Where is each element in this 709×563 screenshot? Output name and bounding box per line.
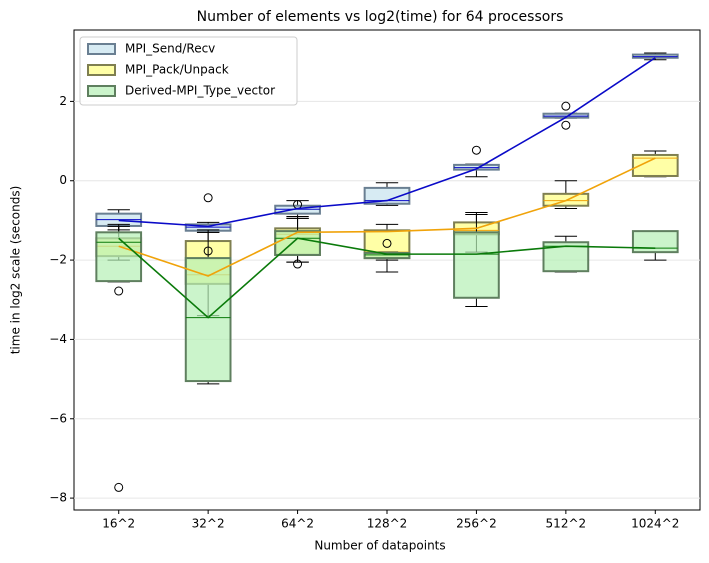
- x-tick-label: 16^2: [102, 517, 135, 531]
- x-tick-label: 64^2: [281, 517, 314, 531]
- legend-swatch: [87, 85, 116, 97]
- outlier: [293, 259, 303, 269]
- x-tick-label: 128^2: [367, 517, 408, 531]
- outlier: [471, 145, 481, 155]
- y-tick-label: 0: [59, 173, 67, 187]
- outlier: [561, 101, 571, 111]
- y-tick-label: −8: [49, 491, 67, 505]
- outlier: [382, 238, 392, 248]
- box: [184, 257, 232, 383]
- y-tick-label: −4: [49, 332, 67, 346]
- outlier: [114, 286, 124, 296]
- y-tick-label: −2: [49, 253, 67, 267]
- mean-line: [118, 57, 656, 228]
- y-tick-label: 2: [59, 94, 67, 108]
- legend: MPI_Send/Recv MPI_Pack/Unpack Derived-MPI_…: [79, 36, 298, 106]
- legend-label: MPI_Send/Recv: [125, 42, 215, 56]
- legend-label: MPI_Pack/Unpack: [125, 63, 229, 77]
- box: [363, 186, 411, 205]
- x-tick-label: 512^2: [546, 517, 587, 531]
- legend-frame: [79, 36, 298, 106]
- box: [453, 231, 500, 299]
- outlier: [114, 482, 124, 492]
- mean-line: [118, 157, 656, 277]
- y-tick-label: −6: [49, 411, 67, 425]
- x-tick-label: 32^2: [192, 517, 225, 531]
- legend-label: Derived-MPI_Type_vector: [125, 84, 275, 98]
- legend-swatch: [87, 43, 116, 55]
- box: [363, 251, 411, 260]
- x-tick-label: 256^2: [456, 517, 497, 531]
- box: [631, 230, 679, 254]
- outlier: [561, 120, 571, 130]
- legend-swatch: [87, 64, 116, 76]
- box: [631, 153, 679, 177]
- y-axis-label: time in log2 scale (seconds): [9, 186, 23, 355]
- box: [95, 231, 143, 283]
- x-axis-label: Number of datapoints: [314, 539, 445, 553]
- mean-line: [118, 237, 656, 319]
- outlier: [203, 193, 213, 203]
- chart-title: Number of elements vs log2(time) for 64 …: [197, 9, 564, 25]
- x-tick-label: 1024^2: [631, 517, 679, 531]
